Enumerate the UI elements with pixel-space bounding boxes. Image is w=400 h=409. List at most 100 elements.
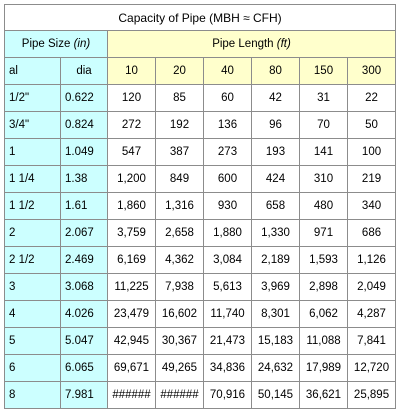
capacity-value-cell: 50,145 xyxy=(251,381,300,409)
capacity-value-cell: 7,841 xyxy=(346,327,397,355)
table-title-row: Capacity of Pipe (MBH ≈ CFH) xyxy=(3,4,397,31)
capacity-value-cell: 424 xyxy=(251,165,300,193)
capacity-value-cell: 1,860 xyxy=(107,192,156,220)
capacity-value-cell: 3,084 xyxy=(203,246,252,274)
pipe-diameter-cell: 2.469 xyxy=(60,246,108,274)
capacity-value-cell: 11,225 xyxy=(107,273,156,301)
pipe-size-cell: 6 xyxy=(4,354,61,382)
column-header-length: 20 xyxy=(155,57,204,85)
capacity-value-cell: 2,898 xyxy=(299,273,348,301)
capacity-value-cell: 25,895 xyxy=(346,381,397,409)
pipe-length-header-label: Pipe Length xyxy=(212,38,274,50)
pipe-diameter-cell: 0.824 xyxy=(60,111,108,139)
capacity-value-cell: 658 xyxy=(251,192,300,220)
pipe-diameter-cell: 2.067 xyxy=(60,219,108,247)
capacity-value-cell: 11,740 xyxy=(203,300,252,328)
capacity-value-cell: 1,200 xyxy=(107,165,156,193)
column-header-length: 40 xyxy=(203,57,252,85)
capacity-value-cell: 24,632 xyxy=(251,354,300,382)
pipe-diameter-cell: 1.38 xyxy=(60,165,108,193)
capacity-value-cell: 1,880 xyxy=(203,219,252,247)
capacity-value-cell: 4,287 xyxy=(346,300,397,328)
pipe-size-cell: 1/2" xyxy=(4,84,61,112)
pipe-diameter-cell: 1.61 xyxy=(60,192,108,220)
capacity-value-cell: 340 xyxy=(346,192,397,220)
capacity-value-cell: 141 xyxy=(299,138,348,166)
capacity-value-cell: 1,316 xyxy=(155,192,204,220)
capacity-value-cell: 600 xyxy=(203,165,252,193)
capacity-value-cell: 50 xyxy=(346,111,397,139)
capacity-value-cell: 30,367 xyxy=(155,327,204,355)
capacity-value-cell: 930 xyxy=(203,192,252,220)
table-title: Capacity of Pipe (MBH ≈ CFH) xyxy=(3,4,397,31)
capacity-value-cell: 70,916 xyxy=(203,381,252,409)
table-row: 4 4.026 23,479 16,602 11,740 8,301 6,062 4,287 xyxy=(4,300,397,328)
capacity-value-cell: 1,126 xyxy=(346,246,397,274)
table-row: 5 5.047 42,945 30,367 21,473 15,183 11,088 7,84… xyxy=(4,327,397,355)
pipe-length-header: Pipe Length (ft) xyxy=(106,30,397,58)
pipe-diameter-cell: 1.049 xyxy=(60,138,108,166)
capacity-value-cell: 6,169 xyxy=(107,246,156,274)
capacity-value-cell: 1,593 xyxy=(299,246,348,274)
capacity-value-cell: 8,301 xyxy=(251,300,300,328)
capacity-value-cell: 23,479 xyxy=(107,300,156,328)
capacity-value-cell: 31 xyxy=(299,84,348,112)
column-header-length: 10 xyxy=(107,57,156,85)
pipe-diameter-cell: 7.981 xyxy=(60,381,108,409)
capacity-value-cell: 60 xyxy=(203,84,252,112)
capacity-value-cell: 70 xyxy=(299,111,348,139)
capacity-value-cell: 547 xyxy=(107,138,156,166)
capacity-value-cell: 49,265 xyxy=(155,354,204,382)
capacity-value-cell: 6,062 xyxy=(299,300,348,328)
capacity-value-cell: 11,088 xyxy=(299,327,348,355)
capacity-value-cell: 136 xyxy=(203,111,252,139)
capacity-value-cell: 36,621 xyxy=(299,381,348,409)
capacity-value-cell: 273 xyxy=(203,138,252,166)
capacity-value-cell: 22 xyxy=(346,84,397,112)
capacity-value-cell: 120 xyxy=(107,84,156,112)
capacity-value-cell: 16,602 xyxy=(155,300,204,328)
capacity-value-cell: ###### xyxy=(107,381,156,409)
table-row: 3/4" 0.824 272 192 136 96 70 50 xyxy=(4,111,397,139)
column-header-length: 150 xyxy=(299,57,348,85)
pipe-size-cell: 4 xyxy=(4,300,61,328)
table-row: 6 6.065 69,671 49,265 34,836 24,632 17,989 12,7… xyxy=(4,354,397,382)
table-row: 2 1/2 2.469 6,169 4,362 3,084 2,189 1,593 1,126 xyxy=(4,246,397,274)
column-header-al: al xyxy=(4,57,61,85)
pipe-size-cell: 5 xyxy=(4,327,61,355)
capacity-table-container: Capacity of Pipe (MBH ≈ CFH) Pipe Size (… xyxy=(3,4,397,409)
table-row: 3 3.068 11,225 7,938 5,613 3,969 2,898 2,049 xyxy=(4,273,397,301)
capacity-value-cell: 2,658 xyxy=(155,219,204,247)
capacity-value-cell: 480 xyxy=(299,192,348,220)
capacity-value-cell: 849 xyxy=(155,165,204,193)
capacity-value-cell: 219 xyxy=(346,165,397,193)
capacity-value-cell: 971 xyxy=(299,219,348,247)
capacity-of-pipe-table: Capacity of Pipe (MBH ≈ CFH) Pipe Size (… xyxy=(3,4,397,409)
pipe-size-cell: 2 1/2 xyxy=(4,246,61,274)
table-row: 8 7.981 ###### ###### 70,916 50,145 36,621 25,8… xyxy=(4,381,397,409)
pipe-size-cell: 2 xyxy=(4,219,61,247)
capacity-value-cell: 17,989 xyxy=(299,354,348,382)
capacity-value-cell: 12,720 xyxy=(346,354,397,382)
capacity-value-cell: 3,969 xyxy=(251,273,300,301)
pipe-diameter-cell: 0.622 xyxy=(60,84,108,112)
capacity-value-cell: 2,189 xyxy=(251,246,300,274)
pipe-diameter-cell: 4.026 xyxy=(60,300,108,328)
capacity-value-cell: 85 xyxy=(155,84,204,112)
capacity-value-cell: 34,836 xyxy=(203,354,252,382)
capacity-value-cell: 96 xyxy=(251,111,300,139)
pipe-size-cell: 1 1/4 xyxy=(4,165,61,193)
capacity-value-cell: ###### xyxy=(155,381,204,409)
pipe-size-header-unit: (in) xyxy=(73,38,91,50)
capacity-value-cell: 69,671 xyxy=(107,354,156,382)
table-row: 1 1/2 1.61 1,860 1,316 930 658 480 340 xyxy=(4,192,397,220)
capacity-value-cell: 42,945 xyxy=(107,327,156,355)
capacity-value-cell: 5,613 xyxy=(203,273,252,301)
capacity-value-cell: 100 xyxy=(346,138,397,166)
capacity-value-cell: 7,938 xyxy=(155,273,204,301)
pipe-size-header: Pipe Size (in) xyxy=(4,30,108,58)
table-row: 1/2" 0.622 120 85 60 42 31 22 xyxy=(4,84,397,112)
column-header-row: al dia 10 20 40 80 150 300 xyxy=(4,57,397,85)
capacity-value-cell: 15,183 xyxy=(251,327,300,355)
column-header-length: 80 xyxy=(251,57,300,85)
